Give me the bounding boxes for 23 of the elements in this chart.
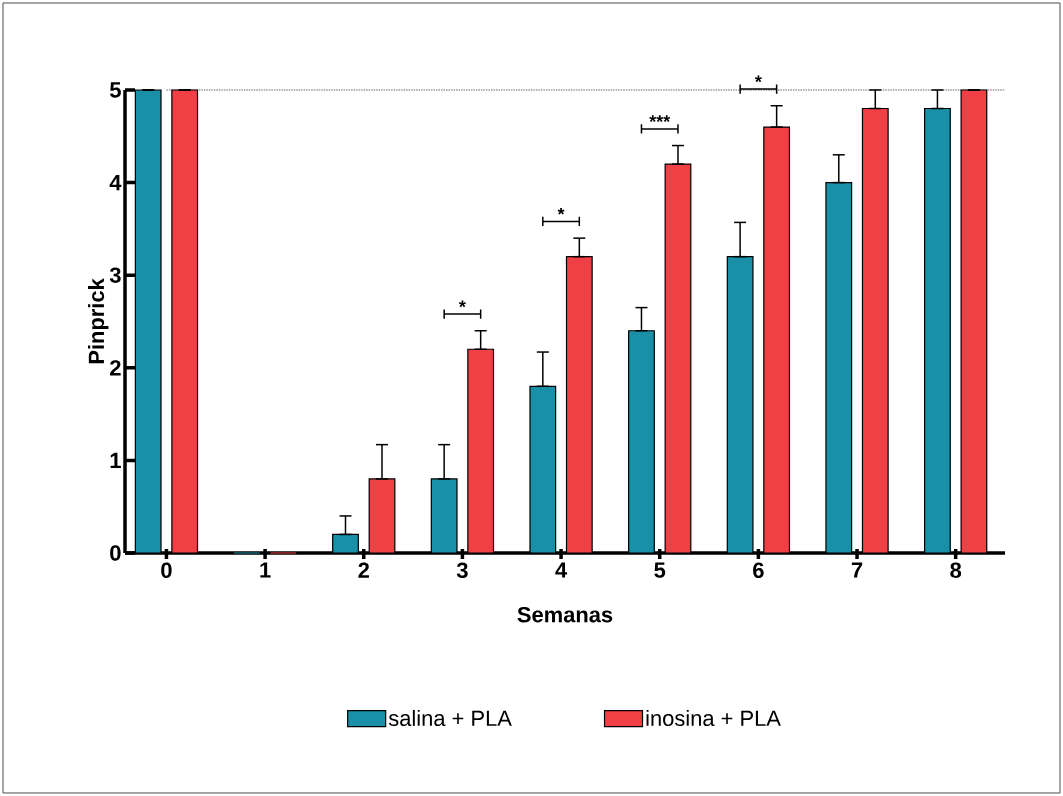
x-tick-label: 4	[555, 562, 568, 578]
annotation: *	[458, 300, 466, 308]
y-tick-label: 5	[109, 82, 121, 98]
legend-label: inosina + PLA	[646, 709, 781, 727]
y-tick-label: 2	[110, 360, 121, 376]
y-tick-label: 1	[110, 452, 121, 468]
annotation: *	[557, 207, 565, 215]
x-tick-label: 5	[654, 562, 666, 578]
x-axis-title: Semanas	[517, 606, 613, 623]
y-axis-title: Pinprick	[88, 278, 109, 364]
y-tick-label: 4	[109, 175, 122, 191]
y-tick-label: 3	[109, 267, 121, 283]
x-tick-label: 3	[456, 562, 468, 579]
legend-label: salina + PLA	[388, 709, 512, 727]
x-tick-label: 6	[753, 562, 764, 579]
x-tick-label: 8	[950, 562, 962, 579]
x-tick-label: 7	[851, 562, 863, 578]
x-tick-label: 1	[260, 562, 271, 578]
text: *	[754, 75, 762, 83]
x-tick-label: 2	[358, 562, 369, 578]
y-tick-label: 0	[110, 545, 121, 561]
x-tick-label: 0	[161, 562, 172, 579]
annotation: ***	[649, 115, 671, 123]
